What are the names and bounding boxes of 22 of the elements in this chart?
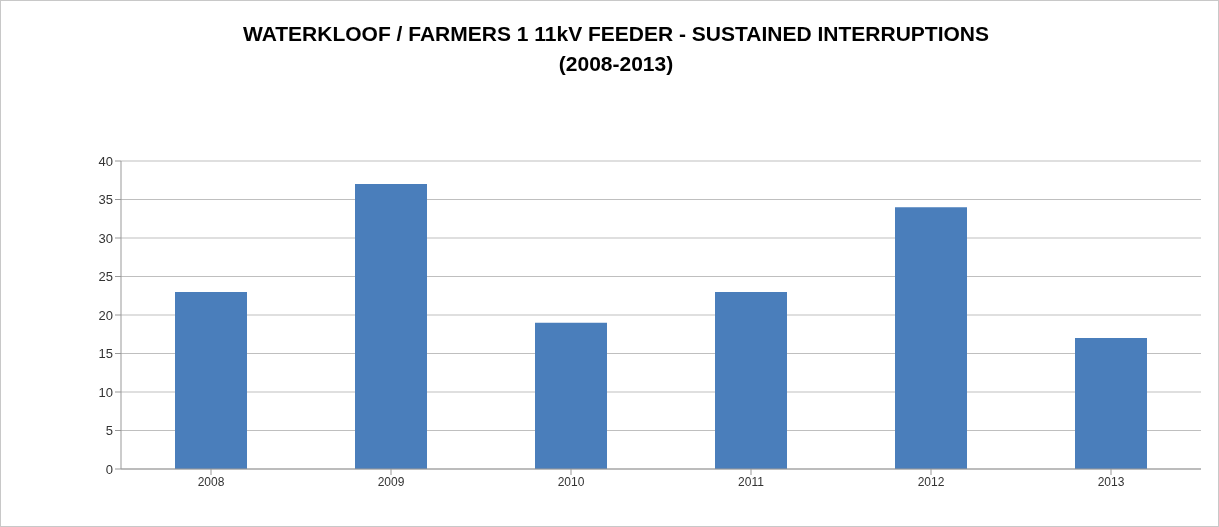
x-tick-label: 2008 bbox=[197, 474, 225, 489]
bar bbox=[895, 207, 967, 469]
y-tick-label: 5 bbox=[105, 423, 113, 439]
y-tick-label: 0 bbox=[105, 461, 113, 477]
y-tick-label: 15 bbox=[98, 346, 113, 362]
y-tick-label: 40 bbox=[98, 153, 113, 169]
y-tick-label: 20 bbox=[98, 307, 113, 323]
bar bbox=[535, 322, 607, 469]
y-tick-label: 30 bbox=[98, 230, 113, 246]
x-tick-label: 2012 bbox=[917, 474, 945, 489]
y-tick-label: 10 bbox=[98, 384, 113, 400]
bar bbox=[355, 184, 427, 469]
x-tick-label: 2009 bbox=[377, 474, 405, 489]
bar bbox=[175, 291, 247, 469]
bar bbox=[1075, 338, 1147, 469]
x-tick-label: 2010 bbox=[557, 474, 585, 489]
x-tick-label: 2013 bbox=[1097, 474, 1125, 489]
chart-title: WATERKLOOF / FARMERS 1 11kV FEEDER - SUSTAINED INTERRUPTIONS (2008-2013) bbox=[242, 21, 990, 77]
x-tick-label: 2011 bbox=[738, 474, 765, 489]
bar bbox=[715, 291, 787, 469]
y-tick-label: 35 bbox=[98, 192, 113, 208]
y-tick-label: 25 bbox=[98, 269, 113, 285]
